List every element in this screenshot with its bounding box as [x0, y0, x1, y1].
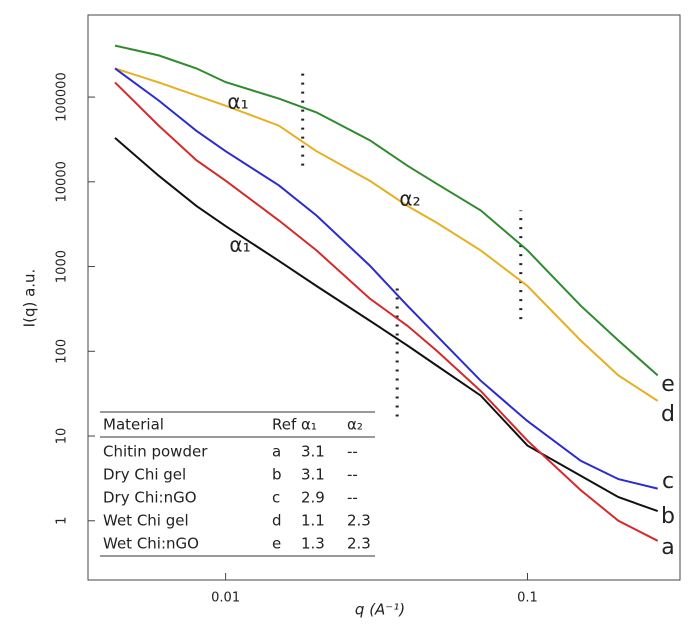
table-background	[98, 410, 378, 558]
y-axis-label: I(q) a.u.	[21, 269, 39, 328]
x-axis-label: q (A⁻¹)	[355, 601, 405, 619]
table-header: α₁	[301, 416, 317, 434]
table-cell: 3.1	[301, 443, 325, 461]
x-tick-label: 0.01	[211, 591, 240, 606]
table-cell: Wet Chi gel	[103, 512, 189, 530]
table-cell: Dry Chi:nGO	[103, 489, 197, 507]
y-tick-label: 10	[55, 428, 70, 445]
table-cell: --	[347, 489, 358, 507]
table-cell: Wet Chi:nGO	[103, 535, 199, 553]
y-tick-label: 100000	[55, 72, 70, 122]
table-cell: 3.1	[301, 466, 325, 484]
y-tick-label: 1	[55, 517, 70, 525]
series-end-label: b	[661, 504, 675, 529]
series-end-label: c	[662, 469, 674, 494]
series-line	[114, 67, 659, 402]
y-tick-label: 100	[55, 339, 70, 364]
annotation: α₁	[227, 90, 248, 114]
table-cell: 2.3	[347, 512, 371, 530]
table-header: α₂	[347, 416, 363, 434]
table-cell: 2.3	[347, 535, 371, 553]
annotation: α₁	[229, 233, 250, 257]
table-cell: e	[272, 535, 281, 553]
y-tick-label: 10000	[55, 161, 70, 202]
y-tick-label: 1000	[55, 250, 70, 283]
table-cell: --	[347, 466, 358, 484]
table-cell: 2.9	[301, 489, 325, 507]
table-cell: Dry Chi gel	[103, 466, 186, 484]
table-cell: 1.3	[301, 535, 325, 553]
series-line	[114, 81, 659, 542]
table-cell: a	[272, 443, 281, 461]
annotation: α₂	[399, 187, 420, 211]
series-end-label: e	[661, 372, 675, 397]
table-header: Material	[103, 416, 164, 434]
series-end-label: a	[661, 535, 674, 560]
series-line	[114, 67, 658, 490]
series-line	[114, 137, 659, 513]
table-cell: --	[347, 443, 358, 461]
x-tick-label: 0.1	[517, 591, 538, 606]
table-cell: c	[272, 489, 280, 507]
table-cell: 1.1	[301, 512, 325, 530]
series-end-label: d	[661, 402, 675, 427]
plot-frame	[87, 14, 681, 581]
table-cell: Chitin powder	[103, 443, 208, 461]
series-line	[114, 44, 659, 377]
table-cell: b	[272, 466, 282, 484]
table-cell: d	[272, 512, 282, 530]
table-header: Ref	[272, 416, 297, 434]
